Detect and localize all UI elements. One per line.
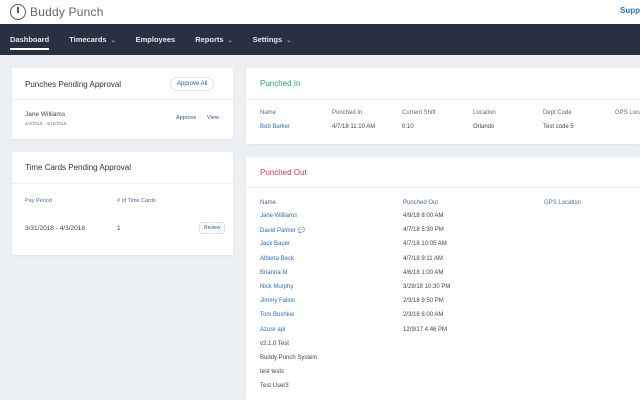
column-header-time-cards: # of Time Cards [117, 198, 156, 204]
comment-icon[interactable]: 💬 [296, 228, 306, 235]
chevron-down-icon: ⌄ [286, 38, 292, 44]
approve-button[interactable]: Approve [176, 115, 197, 121]
nav-item-label: Employees [135, 35, 176, 44]
clock-icon [10, 4, 26, 20]
column-header: Location [473, 110, 496, 116]
card-title: Punched Out [260, 168, 307, 177]
employee-name-text: Brianna M [260, 269, 288, 276]
punched-out-time: 2/3/18 6:00 AM [403, 312, 444, 319]
employee-name-link[interactable]: Brianna M [260, 270, 287, 276]
top-bar: Buddy Punch Support [0, 0, 640, 24]
timecards-pending-card: Time Cards Pending Approval Pay Period #… [12, 152, 233, 255]
employee-name-text: Jimmy Fallon [260, 298, 296, 305]
chevron-down-icon: ⌄ [110, 38, 116, 44]
punched-out-time: 4/7/18 9:11 AM [403, 255, 443, 262]
pending-date-range: 4/4/2018 - 4/10/2018 [25, 121, 67, 126]
pending-employee-name[interactable]: Jane Williams [25, 111, 66, 118]
punched-out-time: 4/7/18 5:30 PM [403, 227, 444, 234]
employee-name-text: Jane Williams [260, 213, 298, 219]
table-cell: 4/7/18 11:10 AM [332, 124, 376, 130]
punches-pending-card: Punches Pending Approval Approve All Jan… [12, 68, 233, 139]
table-cell: 0:10 [402, 124, 414, 130]
employee-name-text: Azure api [260, 326, 286, 333]
column-header: GPS Location [544, 200, 582, 206]
divider [246, 187, 640, 188]
employee-name-text: Jack Bauer [260, 241, 291, 248]
employee-name-link[interactable]: Nick Murphy [260, 284, 293, 290]
table-cell: Orlando [473, 124, 495, 130]
employee-name-text: Alberta Beck [260, 255, 295, 262]
nav-item-employees[interactable]: Employees [126, 24, 186, 55]
nav-item-dashboard[interactable]: Dashboard [0, 24, 59, 55]
table-cell: Test code 5 [543, 124, 574, 130]
punched-out-time: 4/7/18 10:05 AM [403, 241, 447, 248]
column-header: GPS Location [615, 110, 640, 116]
punched-out-card: Punched Out Name Punched Out GPS Location … [246, 157, 640, 400]
column-header: Punched Out [403, 200, 439, 206]
approve-all-button[interactable]: Approve All [170, 77, 215, 91]
employee-name-text: v2.1.0 Test [260, 340, 289, 347]
column-header: Name [260, 110, 277, 116]
view-button[interactable]: View [207, 115, 219, 121]
column-header-pay-period: Pay Period [25, 198, 52, 204]
employee-name-link[interactable]: Bob Barker [260, 124, 291, 130]
time-card-count: 1 [117, 225, 121, 232]
nav-item-timecards[interactable]: Timecards ⌄ [59, 24, 125, 55]
employee-name-link[interactable]: Jack Bauer [260, 241, 290, 247]
column-header: Current Shift [402, 110, 436, 116]
punched-in-card: Punched In Name Punched In Current Shift Lo… [246, 68, 640, 144]
employee-name-link[interactable]: David Palmer 💬 [260, 227, 305, 234]
review-button[interactable]: Review [199, 222, 226, 234]
employee-name-text: Test User3 [260, 383, 289, 390]
employee-name-text: Nick Murphy [260, 284, 294, 290]
employee-name-link[interactable]: Jimmy Fallon [260, 298, 295, 304]
employee-name-link[interactable]: Azure api [260, 327, 285, 333]
nav-item-label: Timecards [69, 35, 107, 44]
employee-name-text: test tests [260, 369, 285, 376]
nav-item-settings[interactable]: Settings ⌄ [243, 24, 302, 55]
column-header: Punched In [332, 110, 363, 116]
employee-name: Test User3 [260, 383, 289, 389]
nav-item-label: Settings [252, 35, 283, 44]
employee-name-text: Tom Bushkie [260, 312, 295, 319]
column-header: Name [260, 200, 277, 206]
punched-out-time: 4/6/18 1:00 AM [403, 269, 444, 276]
employee-name: Buddy Punch System [260, 355, 317, 361]
divider [12, 183, 233, 184]
card-title: Punches Pending Approval [25, 80, 122, 89]
main-nav: Dashboard Timecards ⌄ Employees Reports ⌄ Sett… [0, 24, 640, 55]
punched-out-time: 12/9/17 4:46 PM [403, 326, 448, 333]
divider [12, 99, 233, 100]
brand-name: Buddy Punch [30, 5, 104, 19]
punched-out-time: 2/3/18 9:50 PM [403, 298, 444, 305]
nav-item-label: Reports [195, 35, 224, 44]
employee-name-link[interactable]: Jane Williams [260, 213, 297, 219]
nav-item-reports[interactable]: Reports ⌄ [185, 24, 242, 55]
punched-out-time: 4/9/18 8:00 AM [403, 213, 444, 219]
brand-logo[interactable]: Buddy Punch [10, 4, 104, 20]
employee-name: v2.1.0 Test [260, 341, 289, 347]
employee-name-text: Buddy Punch System [260, 355, 318, 361]
employee-name-link[interactable]: Alberta Beck [260, 256, 294, 262]
employee-name-link[interactable]: Tom Bushkie [260, 312, 294, 318]
support-link[interactable]: Support [620, 6, 640, 15]
employee-name: test tests [260, 369, 284, 375]
card-title: Punched In [260, 79, 301, 88]
nav-item-label: Dashboard [10, 35, 50, 44]
card-title: Time Cards Pending Approval [25, 163, 131, 172]
chevron-down-icon: ⌄ [227, 38, 233, 44]
column-header: Dept Code [543, 110, 572, 116]
punched-out-time: 3/28/18 10:30 PM [403, 284, 451, 290]
employee-name-text: David Palmer [260, 228, 297, 235]
divider [246, 99, 640, 100]
pay-period-value: 3/31/2018 - 4/3/2018 [25, 225, 85, 232]
